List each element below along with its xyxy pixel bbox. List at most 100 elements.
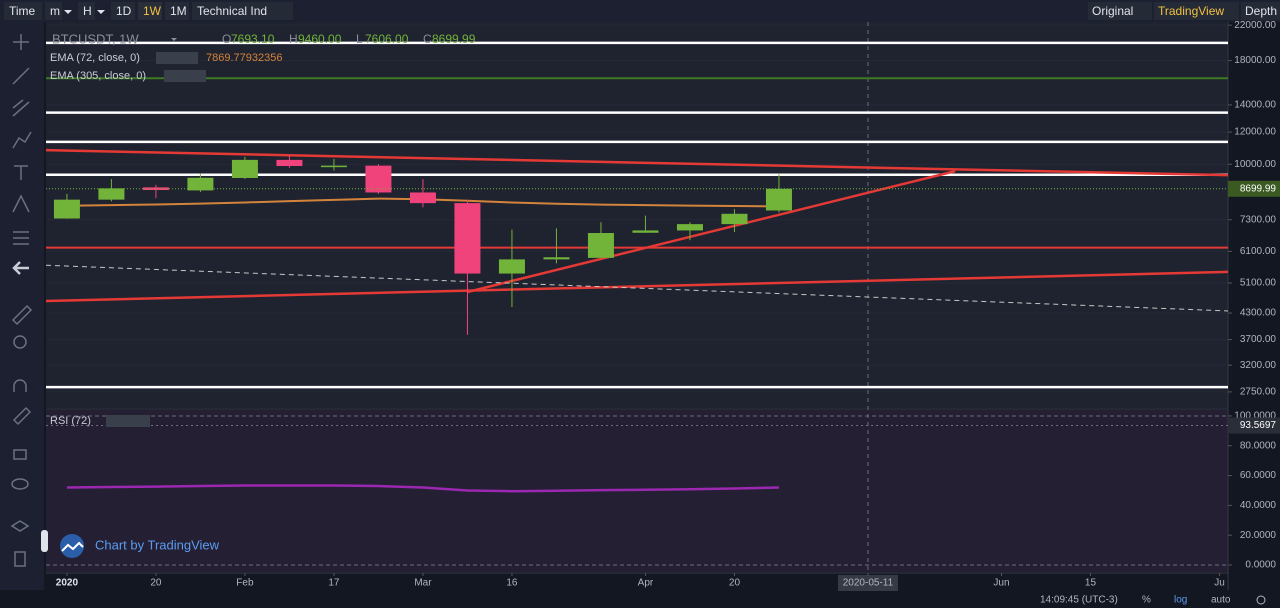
text-tool[interactable] [14, 165, 28, 180]
candle-body [498, 259, 525, 274]
x-tick-label: 20 [729, 578, 741, 589]
ohlc-key: O [222, 32, 231, 46]
log-toggle[interactable]: log [1174, 595, 1187, 606]
y-tick-label: 3700.00 [1240, 334, 1277, 345]
lock-draw-tool[interactable] [12, 406, 32, 426]
y-tick-label: 6100.00 [1240, 246, 1277, 257]
y-tick-label: 22000.00 [1234, 20, 1276, 31]
panel-toggle[interactable] [41, 530, 48, 552]
y-tick-label: 2750.00 [1240, 387, 1277, 398]
x-tick-label: Ju [1214, 578, 1225, 589]
dropdown-arrow [97, 10, 105, 14]
ruler-tool[interactable] [11, 304, 33, 326]
dropdown-arrow [171, 38, 177, 41]
indicator-controls[interactable] [164, 70, 206, 82]
ohlc-key: L [356, 32, 363, 46]
y-tick-label: 18000.00 [1234, 55, 1276, 66]
view-button-bg[interactable] [1154, 2, 1239, 20]
ohlc-value: 9460.00 [298, 32, 342, 46]
candle-body [98, 188, 125, 200]
lock-tool[interactable] [13, 449, 27, 460]
y-tick-label: 12000.00 [1234, 127, 1276, 138]
toolbar-button[interactable]: 1D [116, 4, 132, 18]
rsi-tick-label: 20.0000 [1240, 530, 1277, 541]
measure-tool[interactable] [13, 231, 29, 245]
view-button[interactable]: Original [1092, 4, 1133, 18]
pattern-tool[interactable] [12, 131, 32, 149]
drawing-tools[interactable] [10, 34, 48, 567]
toolbar-button-bg[interactable] [111, 2, 135, 20]
settings-button[interactable] [1256, 595, 1266, 605]
trendline-tool[interactable] [12, 67, 30, 85]
x-tick-label: 17 [328, 578, 340, 589]
view-button[interactable]: TradingView [1158, 4, 1224, 18]
x-tick-label: 15 [1085, 578, 1097, 589]
candle-body [409, 192, 436, 204]
candle-body [320, 165, 347, 168]
view-button-bg[interactable] [1241, 2, 1280, 20]
auto-toggle[interactable]: auto [1211, 595, 1231, 606]
toolbar-button[interactable]: Time [9, 4, 36, 18]
y-tick-label: 5100.00 [1240, 278, 1277, 289]
visibility-tool[interactable] [11, 478, 29, 490]
indicator-name: EMA (72, close, 0) [50, 52, 140, 64]
toolbar-button[interactable]: Technical Ind [197, 4, 267, 18]
toolbar-button-bg[interactable] [192, 2, 293, 20]
rsi-tick-label: 100.0000 [1234, 411, 1276, 422]
status-bar [0, 590, 1280, 608]
magnet-tool[interactable] [13, 379, 27, 392]
trend-line [466, 169, 956, 294]
toolbar-button[interactable]: 1W [143, 4, 162, 18]
rsi-tick-label: 40.0000 [1240, 500, 1277, 511]
x-tick-label: 2020-05-11 [843, 578, 894, 589]
ohlc-key: H [289, 32, 298, 46]
ohlc-value: 7606.00 [365, 32, 409, 46]
ohlc-value: 7693.10 [231, 32, 275, 46]
y-tick-label: 3200.00 [1240, 360, 1277, 371]
symbol-title: BTCUSDT, 1W [52, 31, 139, 46]
candle-body [365, 165, 392, 193]
rsi-title: RSI (72) [50, 415, 91, 427]
candle-body [587, 233, 614, 258]
zoom-tool[interactable] [13, 335, 27, 349]
y-tick-label: 10000.00 [1234, 159, 1276, 170]
back-tool[interactable] [12, 261, 29, 275]
x-tick-label: Mar [414, 578, 432, 589]
fib-tool[interactable] [12, 99, 30, 117]
indicator-controls[interactable] [156, 52, 198, 64]
trend-line [45, 270, 1229, 303]
percent-toggle[interactable]: % [1142, 595, 1151, 606]
toolbar-button-bg[interactable] [138, 2, 162, 20]
toolbar-button[interactable]: m [50, 4, 60, 18]
crosshair-date-bg [837, 575, 898, 591]
toolbar-button-bg[interactable] [4, 2, 42, 20]
view-button-bg[interactable] [1088, 2, 1152, 20]
candle-body [721, 213, 748, 225]
crosshair-tool[interactable] [13, 34, 29, 50]
candle-body [187, 177, 214, 191]
candle-body [454, 203, 481, 274]
rsi-tick-label: 60.0000 [1240, 470, 1277, 481]
layers-tool[interactable] [10, 520, 30, 532]
watermark-logo-mark [61, 541, 84, 552]
top-toolbar [0, 0, 1280, 22]
toolbar-button[interactable]: H [83, 4, 92, 18]
view-button[interactable]: Depth [1245, 4, 1277, 18]
trend-line [45, 264, 1229, 312]
toolbar-button-bg[interactable] [45, 2, 62, 20]
candle-body [142, 187, 169, 191]
x-tick-label: 20 [150, 578, 162, 589]
toolbar-button-bg[interactable] [165, 2, 189, 20]
toolbar-button-bg[interactable] [78, 2, 95, 20]
dropdown-arrow [64, 10, 72, 14]
toolbar-button[interactable]: 1M [170, 4, 187, 18]
projection-tool[interactable] [12, 194, 30, 213]
candle-body [632, 230, 659, 233]
trash-tool[interactable] [14, 551, 26, 567]
rsi-controls[interactable] [106, 415, 150, 427]
rsi-current-bg [1228, 417, 1280, 434]
ohlc-value: 8699.99 [432, 32, 476, 46]
rsi-current-label: 93.5697 [1240, 420, 1277, 431]
watermark: Chart by TradingView [60, 534, 220, 558]
